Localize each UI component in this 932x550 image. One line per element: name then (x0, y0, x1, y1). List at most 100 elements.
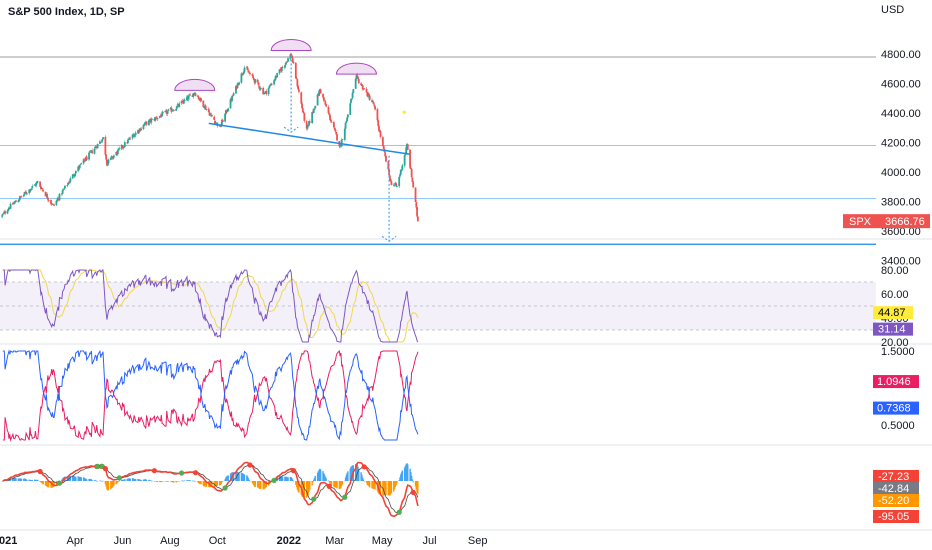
candle-body (368, 95, 371, 101)
candle-body (284, 65, 286, 68)
candle-body (415, 202, 418, 208)
momentum-bar (61, 478, 64, 481)
candle-body (411, 177, 414, 182)
momentum-bar (333, 481, 336, 488)
candle-body (294, 62, 297, 79)
momentum-bar (285, 476, 288, 481)
candle-body (376, 109, 379, 121)
momentum-bar (227, 475, 229, 481)
momentum-bar (323, 474, 326, 481)
candle-body (102, 137, 104, 140)
candle-body (329, 114, 331, 120)
momentum-bar (262, 481, 264, 490)
candle-body (245, 67, 248, 68)
momentum-bar (393, 481, 395, 492)
candle-body (313, 108, 316, 110)
momentum-bar (280, 476, 282, 481)
candle-body (36, 182, 38, 184)
momentum-bar (110, 481, 113, 489)
candle-body (210, 114, 213, 117)
momentum-bar (291, 478, 293, 481)
momentum-bar (236, 471, 239, 481)
candle-body (42, 190, 45, 192)
momentum-value-tag (873, 494, 919, 507)
price-axis-tick: 4600.00 (881, 79, 921, 91)
momentum-cross-dot (247, 462, 253, 468)
momentum-bar (251, 481, 253, 483)
momentum-bar (180, 480, 183, 482)
momentum-bar (53, 481, 55, 487)
momentum-bar (384, 481, 386, 496)
candle-body (106, 159, 108, 166)
candle-body (53, 204, 55, 206)
candle-body (207, 108, 210, 113)
candle-body (319, 89, 322, 94)
candle-body (390, 181, 393, 185)
momentum-bar (257, 481, 259, 488)
candle-body (129, 138, 132, 140)
momentum-bar (314, 475, 316, 481)
candle-body (393, 184, 396, 186)
momentum-bar (100, 480, 102, 482)
momentum-bar (83, 477, 86, 481)
rsi-ma-value-tag (873, 306, 913, 320)
momentum-cross-dot (311, 496, 317, 502)
momentum-bar (368, 481, 370, 487)
momentum-bar (347, 471, 349, 481)
momentum-bar (172, 481, 174, 483)
momentum-bar (351, 466, 353, 481)
candle-body (23, 191, 26, 195)
price-axis-tick: 4400.00 (881, 108, 921, 120)
candle-body (85, 156, 88, 160)
candle-body (196, 95, 199, 97)
candle-body (270, 84, 273, 85)
candle-body (104, 136, 107, 155)
candle-body (287, 58, 289, 62)
momentum-bar (306, 481, 309, 497)
candle-body (381, 137, 384, 146)
candle-body (346, 114, 349, 118)
momentum-bar (176, 481, 179, 482)
momentum-bar (73, 476, 75, 481)
candle-body (301, 108, 304, 113)
momentum-bar (31, 479, 34, 481)
oscillator-axis-tick: 0.5000 (881, 420, 915, 432)
momentum-bar (52, 481, 55, 487)
momentum-bar (285, 476, 287, 481)
momentum-bar (41, 481, 44, 484)
candle-body (96, 143, 99, 149)
candle-body (267, 88, 270, 95)
candle-body (327, 106, 330, 114)
momentum-bar (138, 479, 140, 481)
candle-body (382, 145, 385, 149)
candle-body (227, 108, 230, 111)
momentum-bar (238, 473, 240, 481)
candle-body (318, 90, 321, 96)
candle-body (249, 72, 251, 75)
momentum-bar (400, 474, 402, 481)
momentum-bar (226, 475, 229, 481)
momentum-bar (319, 468, 321, 481)
momentum-bar (247, 478, 250, 481)
candlestick-series (1, 52, 419, 222)
candle-body (316, 94, 319, 106)
candle-body (295, 78, 298, 79)
momentum-bar (216, 481, 219, 486)
candle-body (183, 99, 186, 101)
momentum-bar (112, 481, 114, 487)
momentum-bar (368, 481, 371, 488)
candle-body (350, 99, 352, 103)
momentum-bar (126, 479, 128, 481)
candle-body (13, 202, 16, 204)
candle-body (197, 96, 200, 100)
momentum-bar (193, 480, 195, 482)
momentum-bar (37, 479, 39, 481)
momentum-cross-dot (56, 480, 63, 486)
momentum-bar (399, 477, 401, 481)
candle-body (134, 132, 137, 135)
momentum-bar (220, 481, 222, 485)
candle-body (236, 83, 239, 88)
momentum-cross-dot (178, 470, 185, 476)
momentum-bar (127, 478, 129, 481)
